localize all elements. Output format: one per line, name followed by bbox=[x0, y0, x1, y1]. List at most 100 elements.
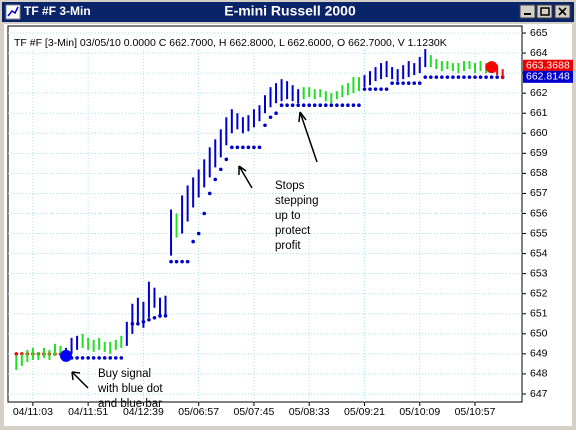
x-tick-label: 05/07:45 bbox=[234, 406, 275, 418]
stop-dot bbox=[318, 103, 323, 108]
window-caption: TF #F 3-Min bbox=[24, 4, 91, 18]
stop-dot bbox=[102, 356, 107, 360]
stop-dot bbox=[307, 103, 312, 108]
chart-title: E-mini Russell 2000 bbox=[224, 3, 356, 19]
y-tick-label: 649 bbox=[530, 348, 548, 360]
x-tick-label: 05/09:21 bbox=[344, 406, 385, 418]
x-tick-label: 05/10:09 bbox=[399, 406, 440, 418]
stop-dot bbox=[108, 356, 113, 360]
stop-dot bbox=[80, 356, 85, 360]
y-tick-label: 654 bbox=[530, 247, 548, 259]
stop-dot bbox=[14, 352, 19, 356]
stop-dot bbox=[351, 103, 356, 108]
y-tick-label: 662 bbox=[530, 87, 548, 99]
stop-dot bbox=[224, 157, 229, 162]
x-tick-label: 05/06:57 bbox=[178, 406, 219, 418]
stop-dot bbox=[91, 356, 96, 360]
stop-dot bbox=[241, 145, 245, 150]
maximize-glyph bbox=[540, 7, 550, 16]
stops-arrow-1 bbox=[238, 165, 253, 189]
stop-dot bbox=[462, 75, 466, 79]
price-label: 662.8148 bbox=[526, 71, 570, 83]
stop-dot bbox=[417, 81, 422, 85]
stop-dot bbox=[169, 259, 173, 264]
minimize-button[interactable] bbox=[519, 4, 536, 19]
x-tick-label: 04/12:39 bbox=[123, 406, 164, 418]
stop-dot bbox=[263, 123, 267, 128]
y-tick-label: 661 bbox=[530, 107, 548, 119]
window-icon-glyph bbox=[7, 6, 19, 17]
stop-dot bbox=[384, 87, 389, 91]
stop-dot bbox=[329, 103, 334, 108]
annotation: protect bbox=[275, 225, 311, 237]
y-tick-label: 655 bbox=[530, 227, 548, 239]
y-tick-label: 652 bbox=[530, 287, 548, 299]
stop-dot bbox=[119, 356, 124, 360]
annotation: and blue bar bbox=[98, 398, 162, 410]
stop-dot bbox=[390, 81, 394, 85]
x-tick-label: 04/11:51 bbox=[68, 406, 108, 418]
stop-dot bbox=[174, 259, 179, 264]
buy-arrow bbox=[71, 371, 89, 389]
stop-dot bbox=[285, 103, 289, 108]
stop-dot bbox=[152, 315, 157, 320]
price-label-box bbox=[523, 59, 573, 72]
stop-dot bbox=[252, 145, 256, 150]
stop-dot bbox=[279, 103, 284, 108]
stop-dot bbox=[412, 81, 417, 85]
y-tick-label: 650 bbox=[530, 328, 548, 340]
stop-dot bbox=[180, 259, 184, 264]
stop-dot bbox=[301, 103, 306, 108]
stop-dot bbox=[445, 75, 450, 79]
stop-dot bbox=[495, 75, 499, 79]
y-tick-label: 647 bbox=[530, 388, 548, 400]
stop-dot bbox=[451, 75, 455, 79]
stop-dot bbox=[207, 191, 212, 196]
x-tick-label: 05/10:57 bbox=[455, 406, 496, 418]
stop-dot bbox=[246, 145, 251, 150]
stop-dot bbox=[423, 75, 428, 79]
annotation: with blue dot bbox=[97, 383, 163, 395]
annotation: stepping bbox=[275, 195, 318, 207]
y-tick-label: 665 bbox=[530, 27, 548, 39]
stop-dot bbox=[218, 167, 223, 172]
stop-dot bbox=[401, 81, 405, 85]
marks bbox=[14, 49, 505, 370]
stop-dot bbox=[395, 81, 400, 85]
stop-dot bbox=[373, 87, 378, 91]
stop-dot bbox=[191, 239, 195, 244]
stop-dot bbox=[202, 211, 207, 216]
stop-dot bbox=[274, 111, 278, 116]
price-label-box bbox=[523, 70, 573, 83]
stop-dot bbox=[357, 103, 361, 108]
stop-dot bbox=[429, 75, 433, 79]
stop-dot bbox=[230, 145, 234, 150]
stop-dot bbox=[340, 103, 345, 108]
title-bar bbox=[2, 2, 574, 22]
stop-dot bbox=[379, 87, 383, 91]
plot-border bbox=[7, 25, 523, 403]
stop-dot bbox=[97, 356, 101, 360]
close-glyph bbox=[558, 7, 567, 16]
stop-dot bbox=[478, 75, 483, 79]
stop-dot bbox=[467, 75, 472, 79]
y-tick-label: 656 bbox=[530, 207, 548, 219]
y-tick-label: 653 bbox=[530, 267, 548, 279]
stop-dot bbox=[335, 103, 339, 108]
stop-dot bbox=[185, 259, 190, 264]
stop-dot bbox=[290, 103, 295, 108]
stop-dot bbox=[113, 356, 118, 360]
y-tick-label: 659 bbox=[530, 147, 548, 159]
stop-dot bbox=[440, 75, 444, 79]
window-buttons bbox=[519, 4, 571, 19]
stop-dot bbox=[456, 75, 461, 79]
annotation: up to bbox=[275, 210, 301, 222]
stop-dot bbox=[434, 75, 439, 79]
chart-header: TF #F [3-Min] 03/05/10 0.0000 C 662.7000… bbox=[14, 37, 447, 49]
y-tick-label: 657 bbox=[530, 187, 548, 199]
stop-dot bbox=[473, 75, 477, 79]
annotation: Buy signal bbox=[98, 368, 151, 380]
stop-dot bbox=[296, 103, 300, 108]
signal-dot bbox=[485, 61, 498, 74]
